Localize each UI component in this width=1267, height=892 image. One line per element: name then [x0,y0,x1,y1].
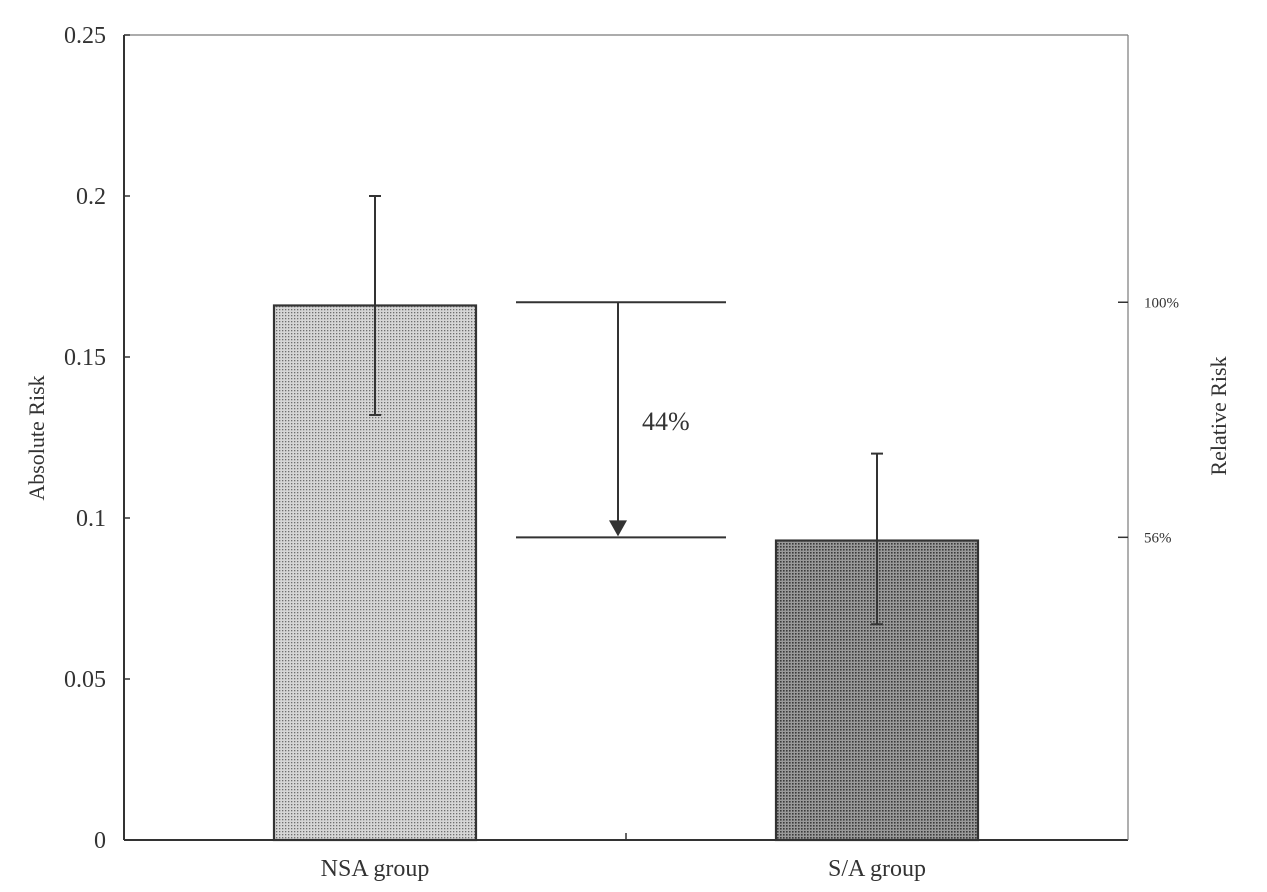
y-tick-label: 0.25 [64,23,106,49]
arrow-head [609,520,627,537]
reduction-label: 44% [642,407,690,436]
x-tick-label: NSA group [321,856,430,882]
y-axis-ticks: 0 0.05 0.1 0.15 0.2 0.25 [64,23,130,854]
secondary-tick-label: 56% [1144,530,1172,546]
secondary-axis-label: Relative Risk [1206,356,1231,475]
x-axis-ticks: NSA group S/A group [321,833,926,882]
risk-reduction-annotation: 44% [516,301,726,539]
secondary-axis-ticks: 100% 56% [1118,295,1179,546]
y-axis-label: Absolute Risk [24,375,49,500]
y-tick-label: 0 [94,828,106,854]
y-tick-label: 0.15 [64,345,106,371]
y-tick-label: 0.05 [64,667,106,693]
secondary-tick-label: 100% [1144,295,1179,311]
y-tick-label: 0.2 [76,184,106,210]
bars-group [272,304,980,842]
x-tick-label: S/A group [828,856,926,882]
y-tick-label: 0.1 [76,506,106,532]
error-bars-group [369,195,883,626]
